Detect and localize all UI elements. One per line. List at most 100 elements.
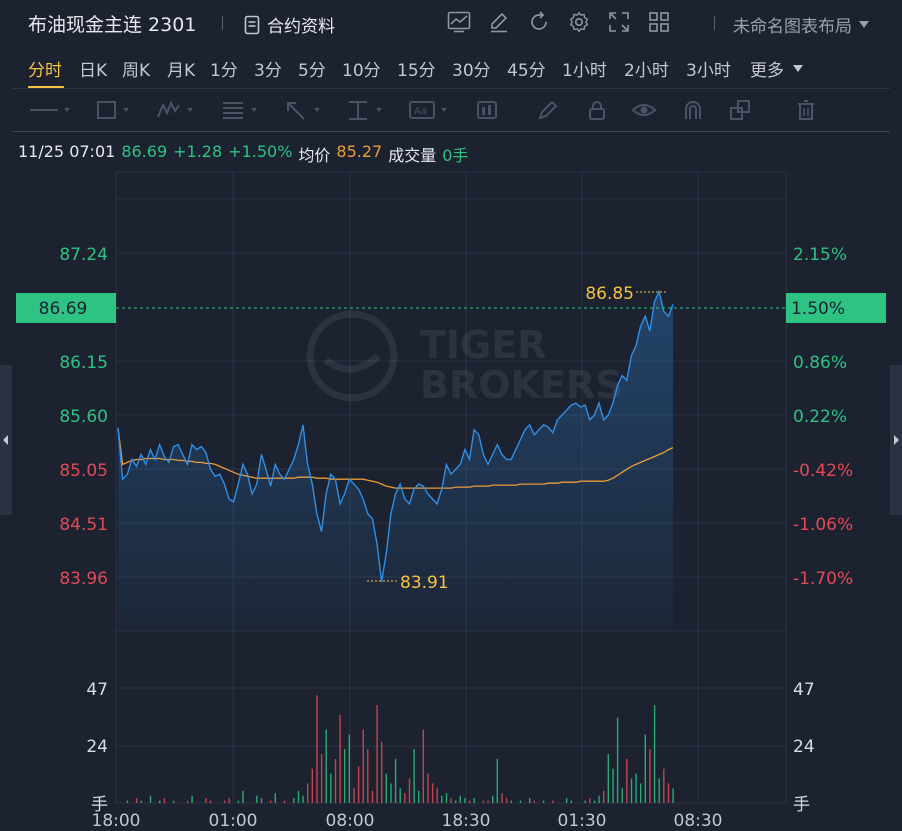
time-tick: 08:30 bbox=[674, 811, 723, 831]
volume-bar bbox=[459, 795, 461, 803]
time-tick: 01:30 bbox=[558, 811, 607, 831]
arrow-tool-icon[interactable] bbox=[284, 99, 328, 121]
price-tick: 84.51 bbox=[59, 515, 108, 535]
last-price-badge-right-text: 1.50% bbox=[791, 299, 845, 319]
fib-tool-icon[interactable] bbox=[221, 99, 265, 121]
tf-3h[interactable]: 3小时 bbox=[686, 61, 731, 81]
volume-label: 成交量 bbox=[388, 146, 437, 165]
caret-down-icon bbox=[793, 64, 803, 72]
tf-more-label: 更多 bbox=[750, 61, 784, 81]
vol-unit-right: 手 bbox=[793, 795, 810, 815]
magnet-icon[interactable] bbox=[682, 99, 704, 121]
eye-icon[interactable] bbox=[632, 99, 656, 121]
volume-bar bbox=[325, 729, 327, 803]
indicator-tool-icon[interactable] bbox=[476, 99, 498, 121]
volume-bar bbox=[487, 800, 489, 803]
header-toolbar bbox=[446, 9, 672, 35]
tf-3m[interactable]: 3分 bbox=[254, 61, 282, 81]
header-divider bbox=[222, 16, 223, 30]
tf-1m[interactable]: 1分 bbox=[210, 61, 238, 81]
volume-bar bbox=[140, 800, 142, 803]
chevron-left-icon bbox=[3, 435, 8, 445]
price-range-icon[interactable] bbox=[346, 99, 390, 121]
tf-more-button[interactable]: 更多 bbox=[750, 56, 804, 81]
average-price-line bbox=[117, 427, 674, 489]
pct-tick: -0.42% bbox=[793, 461, 853, 481]
layout-selector[interactable]: 未命名图表布局 bbox=[733, 12, 870, 37]
volume-bar bbox=[371, 790, 374, 803]
volume-axis: 47 24 手 47 24 手 bbox=[86, 680, 814, 815]
contract-info-button[interactable]: 合约资料 bbox=[244, 12, 335, 37]
volume-bar bbox=[399, 788, 401, 803]
volume-bar bbox=[658, 778, 660, 803]
volume-bar bbox=[385, 773, 387, 803]
trash-icon[interactable] bbox=[795, 99, 817, 121]
price-tick: 85.05 bbox=[59, 461, 108, 481]
fullscreen-icon[interactable] bbox=[606, 9, 632, 35]
line-tool-icon[interactable] bbox=[30, 99, 74, 121]
volume-bar bbox=[381, 741, 383, 803]
left-panel-toggle[interactable] bbox=[0, 365, 12, 515]
chart-type-icon[interactable] bbox=[446, 9, 472, 35]
text-tool-icon[interactable]: Aa bbox=[409, 99, 453, 121]
tf-10m[interactable]: 10分 bbox=[342, 61, 381, 81]
right-panel-toggle[interactable] bbox=[890, 365, 902, 515]
percent-axis-right: 2.15% 0.86% 0.22% -0.42% -1.06% -1.70% bbox=[793, 245, 853, 589]
tf-day[interactable]: 日K bbox=[79, 61, 108, 81]
instrument-title[interactable]: 布油现金主连 2301 bbox=[28, 14, 197, 36]
volume-bar bbox=[163, 798, 166, 803]
volume-bar bbox=[566, 798, 568, 803]
volume-bar bbox=[436, 788, 438, 803]
tf-5m[interactable]: 5分 bbox=[298, 61, 326, 81]
volume-bar bbox=[422, 729, 424, 803]
volume-bar bbox=[404, 793, 406, 803]
vol-tick-left: 47 bbox=[86, 680, 108, 700]
watermark-line1: TIGER bbox=[420, 323, 546, 367]
brush-icon[interactable] bbox=[537, 99, 559, 121]
tf-30m[interactable]: 30分 bbox=[452, 61, 491, 81]
quote-info-line: 11/25 07:01 86.69 +1.28 +1.50% 均价 85.27 … bbox=[18, 142, 468, 166]
tf-intraday[interactable]: 分时 bbox=[28, 61, 62, 81]
volume-bar bbox=[533, 800, 535, 803]
price-area bbox=[118, 291, 673, 631]
volume-bar bbox=[256, 795, 258, 803]
tf-week[interactable]: 周K bbox=[122, 61, 151, 81]
tf-month[interactable]: 月K bbox=[167, 61, 196, 81]
volume-bar bbox=[418, 790, 420, 803]
tf-1h[interactable]: 1小时 bbox=[562, 61, 607, 81]
tf-15m[interactable]: 15分 bbox=[397, 61, 436, 81]
volume-bar bbox=[135, 798, 138, 803]
high-marker: 86.85 bbox=[585, 284, 668, 304]
time-tick: 18:30 bbox=[442, 811, 491, 831]
volume-bar bbox=[445, 793, 448, 803]
draw-edit-icon[interactable] bbox=[486, 9, 512, 35]
volume-bar bbox=[626, 759, 628, 803]
price-axis-left: 87.24 86.15 85.60 85.05 84.51 83.96 bbox=[59, 245, 108, 589]
vol-tick-left: 24 bbox=[86, 737, 108, 757]
rect-tool-icon[interactable] bbox=[95, 99, 135, 121]
volume-value: 0手 bbox=[442, 146, 469, 165]
volume-bar bbox=[408, 778, 411, 803]
avg-price-value: 85.27 bbox=[336, 142, 383, 161]
volume-bar bbox=[297, 790, 300, 803]
grid-layout-icon[interactable] bbox=[646, 9, 672, 35]
chevron-right-icon bbox=[894, 435, 899, 445]
wave-tool-icon[interactable] bbox=[157, 99, 201, 121]
refresh-icon[interactable] bbox=[526, 9, 552, 35]
lock-icon[interactable] bbox=[586, 99, 608, 121]
tf-2h[interactable]: 2小时 bbox=[624, 61, 669, 81]
copy-icon[interactable] bbox=[729, 99, 751, 121]
volume-bar bbox=[570, 800, 572, 803]
volume-bar bbox=[431, 783, 434, 803]
volume-bar bbox=[496, 759, 498, 803]
volume-bar bbox=[357, 766, 360, 803]
volume-bar bbox=[598, 795, 600, 803]
volume-bar bbox=[320, 754, 323, 803]
settings-icon[interactable] bbox=[566, 9, 592, 35]
tf-45m[interactable]: 45分 bbox=[507, 61, 546, 81]
pct-tick: -1.06% bbox=[793, 515, 853, 535]
volume-bar bbox=[228, 798, 230, 803]
pct-tick: 2.15% bbox=[793, 245, 847, 265]
volume-bar bbox=[542, 800, 545, 803]
